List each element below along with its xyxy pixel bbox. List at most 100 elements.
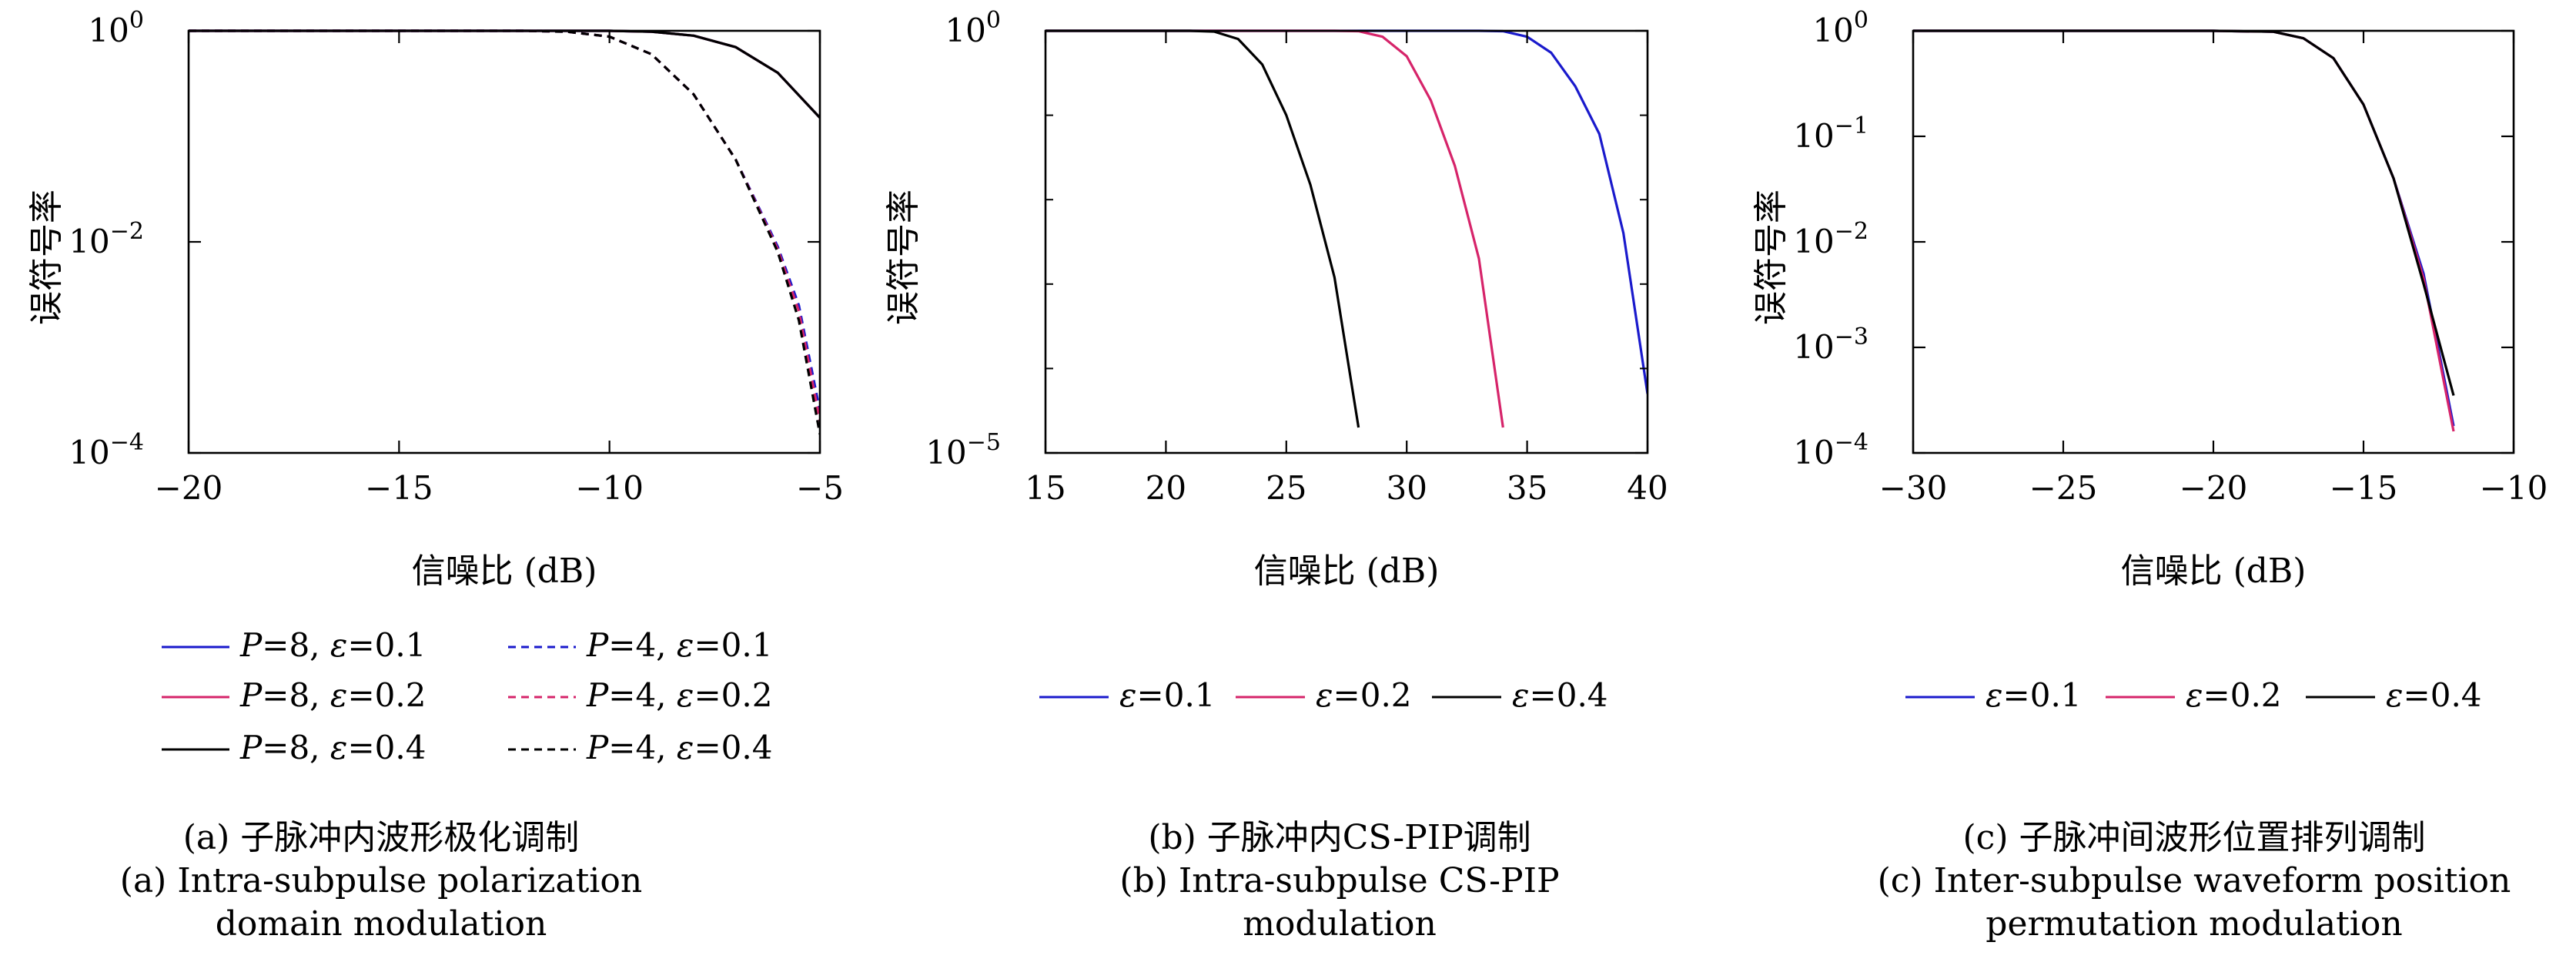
legend-entry: ε=0.2: [1236, 676, 1412, 714]
legend-entry: ε=0.1: [1039, 676, 1216, 714]
y-tick-base: 10: [945, 12, 985, 49]
legend-entry: P=4, ε=0.1: [508, 626, 772, 664]
x-tick-label: −15: [365, 469, 433, 507]
legend-label: P=8, ε=0.2: [239, 676, 426, 714]
y-tick-base: 10: [1793, 328, 1834, 366]
series-group: [189, 29, 820, 435]
y-axis-label: 误符号率: [27, 189, 66, 325]
legend-eps-value: =0.1: [2003, 676, 2082, 714]
x-tick-label: −10: [575, 469, 644, 507]
legend-eps: ε: [330, 626, 348, 664]
legend-var-value: =8,: [262, 626, 330, 664]
legend-var: P: [586, 729, 609, 766]
x-axis-label: 信噪比 (dB): [412, 552, 597, 591]
caption-a-zh: (a) 子脉冲内波形极化调制: [182, 818, 580, 857]
legend-label: ε=0.2: [2186, 676, 2282, 714]
legend-eps: ε: [1119, 676, 1137, 714]
legend-label: P=8, ε=0.1: [239, 626, 426, 664]
y-tick-exponent: 0: [129, 7, 144, 34]
x-tick-label: 40: [1627, 469, 1668, 507]
legend-var-value: =4,: [608, 729, 677, 766]
series-group: [1913, 29, 2455, 432]
legend-label: ε=0.2: [1316, 676, 1412, 714]
legend: P=8, ε=0.1P=8, ε=0.2P=8, ε=0.4P=4, ε=0.1…: [162, 626, 772, 766]
series-line-a-3: [189, 29, 820, 411]
x-tick-label: 35: [1507, 469, 1547, 507]
legend-entry: ε=0.1: [1905, 676, 2082, 714]
legend-var-value: =8,: [262, 676, 330, 714]
y-tick-label: 10−2: [1793, 218, 1868, 260]
legend-eps: ε: [1316, 676, 1333, 714]
y-tick-base: 10: [1793, 434, 1834, 471]
legend-label: P=4, ε=0.4: [586, 729, 772, 766]
legend-var: P: [239, 626, 263, 664]
legend-eps-value: =0.4: [694, 729, 772, 766]
legend-entry: P=4, ε=0.4: [508, 729, 772, 766]
caption-b-en-1: (b) Intra-subpulse CS-PIP: [1119, 861, 1560, 900]
y-tick-label: 10−4: [1793, 429, 1868, 471]
y-tick-base: 10: [1812, 12, 1853, 49]
legend: ε=0.1 ε=0.2 ε=0.4: [1905, 676, 2482, 714]
x-tick-label: −15: [2330, 469, 2398, 507]
caption-b-zh: (b) 子脉冲内CS-PIP调制: [1148, 818, 1531, 857]
legend-eps-value: =0.1: [347, 626, 426, 664]
x-tick-label: −30: [1879, 469, 1948, 507]
caption-b: (b) 子脉冲内CS-PIP调制 (b) Intra-subpulse CS-P…: [955, 816, 1725, 946]
x-tick-label: −25: [2029, 469, 2098, 507]
legend-eps: ε: [2386, 676, 2404, 714]
caption-c-zh: (c) 子脉冲间波形位置排列调制: [1962, 818, 2426, 857]
legend-eps-value: =0.1: [694, 626, 772, 664]
legend-eps-value: =0.1: [1137, 676, 1216, 714]
y-tick-exponent: −2: [1835, 218, 1868, 245]
legend-eps: ε: [330, 729, 348, 766]
x-tick-label: −10: [2480, 469, 2548, 507]
plot-frame: [187, 29, 821, 454]
legend-entry: P=8, ε=0.4: [162, 729, 426, 766]
y-tick-exponent: −5: [967, 429, 1001, 456]
legend-label: P=4, ε=0.2: [586, 676, 772, 714]
y-tick-label: 100: [945, 7, 1001, 49]
caption-c: (c) 子脉冲间波形位置排列调制 (c) Inter-subpulse wave…: [1825, 816, 2564, 946]
caption-c-en-2: permutation modulation: [1986, 904, 2403, 944]
legend-var: P: [586, 676, 609, 714]
legend-label: ε=0.1: [1986, 676, 2082, 714]
x-tick-label: 25: [1266, 469, 1306, 507]
legend-eps: ε: [330, 676, 348, 714]
y-axis-label: 误符号率: [884, 189, 923, 325]
legend-eps: ε: [677, 676, 694, 714]
legend-eps: ε: [677, 729, 694, 766]
legend-entry: ε=0.4: [1432, 676, 1608, 714]
x-tick-label: 15: [1025, 469, 1066, 507]
legend-var-value: =4,: [608, 676, 677, 714]
y-axis-label: 误符号率: [1751, 189, 1791, 325]
x-axis-label: 信噪比 (dB): [1254, 552, 1440, 591]
y-tick-base: 10: [925, 434, 966, 471]
legend-var: P: [586, 626, 609, 664]
legend-eps: ε: [1986, 676, 2003, 714]
series-line-c-2: [1913, 29, 2455, 396]
series-group: [1045, 29, 1648, 428]
plot-frame: [1044, 29, 1649, 454]
y-tick-label: 100: [1812, 7, 1868, 49]
legend: ε=0.1 ε=0.2 ε=0.4: [1039, 676, 1608, 714]
y-tick-base: 10: [69, 223, 109, 260]
x-tick-label: 30: [1386, 469, 1427, 507]
legend-eps-value: =0.2: [694, 676, 772, 714]
series-line-b-0: [1045, 29, 1648, 394]
legend-eps: ε: [1512, 676, 1530, 714]
legend-entry: P=8, ε=0.2: [162, 676, 426, 714]
y-tick-exponent: −2: [110, 218, 144, 245]
y-tick-label: 10−1: [1793, 112, 1868, 155]
legend-label: P=8, ε=0.4: [239, 729, 426, 766]
legend-eps-value: =0.2: [347, 676, 426, 714]
y-tick-label: 10−4: [69, 429, 144, 471]
y-tick-exponent: 0: [986, 7, 1001, 34]
y-tick-exponent: 0: [1854, 7, 1868, 34]
legend-eps: ε: [677, 626, 694, 664]
caption-a: (a) 子脉冲内波形极化调制 (a) Intra-subpulse polari…: [15, 816, 747, 946]
legend-entry: P=4, ε=0.2: [508, 676, 772, 714]
y-tick-exponent: −3: [1835, 324, 1868, 350]
legend-eps-value: =0.4: [2404, 676, 2482, 714]
